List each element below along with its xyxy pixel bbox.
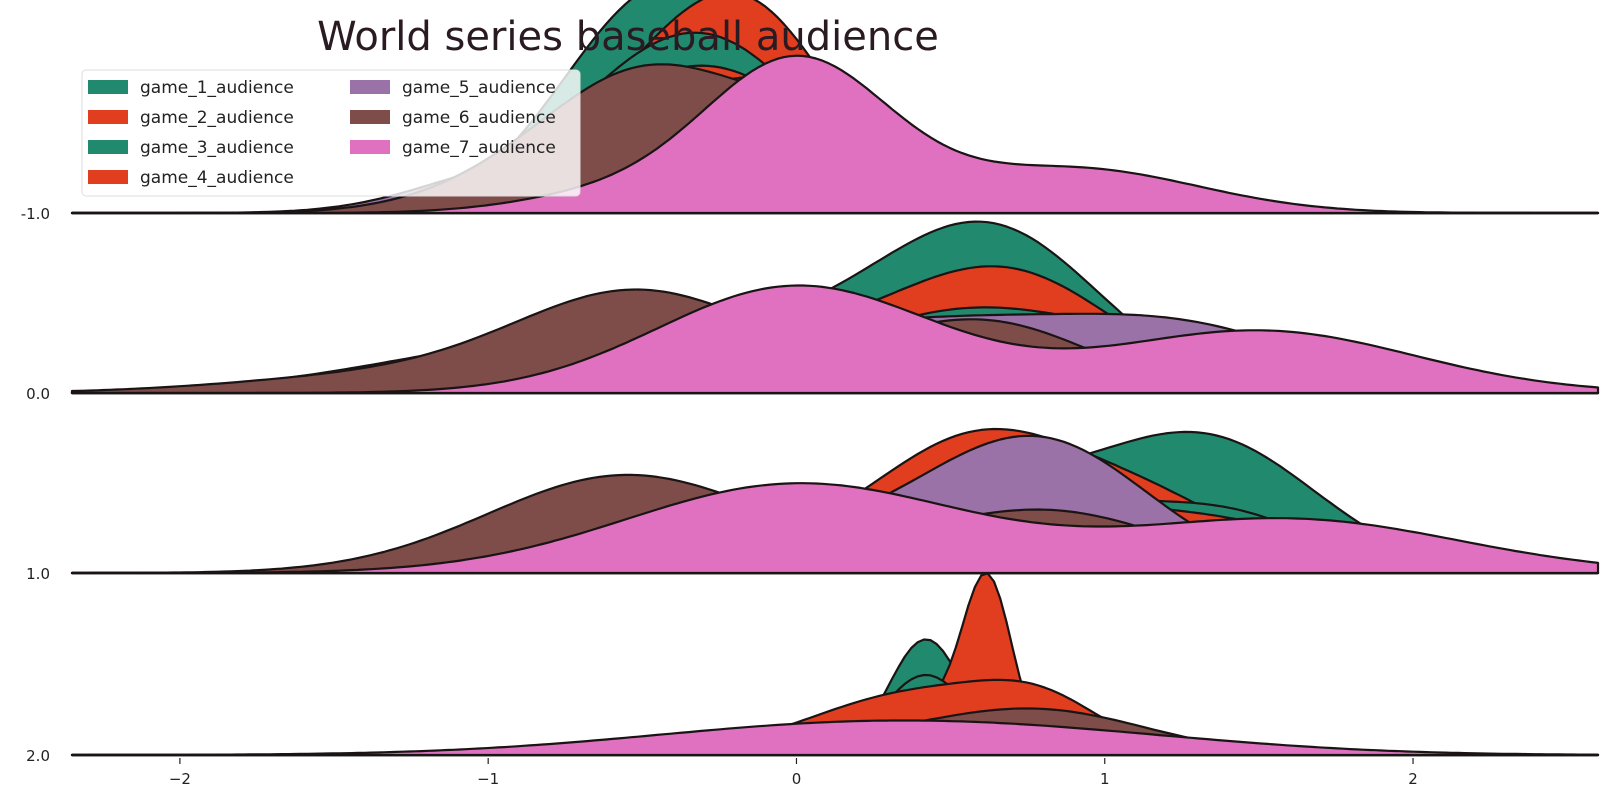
row-label: 1.0: [26, 565, 50, 583]
legend-label: game_6_audience: [402, 108, 556, 128]
x-tick-label: −2: [169, 770, 191, 788]
legend-swatch: [350, 140, 390, 154]
ridge-rows: [70, 0, 1600, 757]
legend-swatch: [88, 110, 128, 124]
legend-label: game_2_audience: [140, 108, 294, 128]
x-tick-label: 1: [1100, 770, 1110, 788]
row-label: -1.0: [21, 205, 50, 223]
ridge-row: [70, 572, 1600, 757]
legend-swatch: [88, 140, 128, 154]
row-labels: -1.0 0.0 1.0 2.0: [21, 205, 50, 765]
ridge-row: [70, 220, 1600, 395]
x-axis: −2 −1 0 1 2: [169, 758, 1418, 788]
legend-label: game_1_audience: [140, 78, 294, 98]
legend-swatch: [350, 80, 390, 94]
legend-label: game_4_audience: [140, 168, 294, 188]
row-label: 0.0: [26, 385, 50, 403]
legend-swatch: [88, 170, 128, 184]
chart-title: World series baseball audience: [317, 14, 939, 60]
x-tick-label: −1: [477, 770, 499, 788]
ridge-row: [70, 427, 1600, 575]
legend-label: game_3_audience: [140, 138, 294, 158]
legend-label: game_7_audience: [402, 138, 556, 158]
legend-swatch: [350, 110, 390, 124]
x-tick-label: 2: [1408, 770, 1418, 788]
density-game_7_audience: [70, 719, 1600, 757]
density-game_7_audience: [70, 482, 1600, 575]
legend-box: [81, 69, 581, 197]
x-tick-label: 0: [792, 770, 802, 788]
legend-label: game_5_audience: [402, 78, 556, 98]
legend: game_1_audience game_2_audience game_3_aud…: [81, 69, 581, 197]
row-label: 2.0: [26, 747, 50, 765]
legend-swatch: [88, 80, 128, 94]
